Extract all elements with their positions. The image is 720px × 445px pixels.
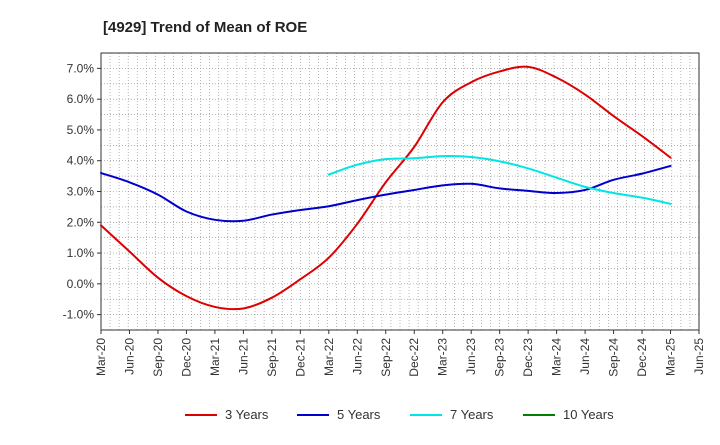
x-tick-label: Dec-23 [521,338,535,377]
x-tick-label: Sep-22 [379,338,393,377]
series-line-1 [100,65,672,311]
legend-label: 10 Years [563,407,614,422]
grid-layer [101,53,699,330]
legend: 3 Years 5 Years 7 Years 10 Years [185,407,614,422]
legend-label: 5 Years [337,407,381,422]
x-tick-label: Jun-22 [350,338,364,375]
x-tick-label: Mar-25 [664,338,678,376]
x-tick-label: Sep-20 [151,338,165,377]
x-tick-label: Mar-20 [94,338,108,376]
y-tick-label: 6.0% [67,92,95,106]
y-tick-label: 2.0% [67,215,95,229]
x-tick-label: Jun-23 [464,338,478,375]
y-tick-label: -1.0% [63,308,95,322]
x-tick-label: Jun-25 [692,338,706,375]
series-layer [100,65,672,311]
x-tick-label: Sep-23 [493,338,507,377]
y-tick-label: 0.0% [67,277,95,291]
series-line-3 [327,155,672,205]
x-tick-label: Dec-20 [179,338,193,377]
y-tick-label: 1.0% [67,246,95,260]
x-tick-label: Dec-22 [407,338,421,377]
chart-title: [4929] Trend of Mean of ROE [103,19,307,36]
x-tick-label: Mar-21 [208,338,222,376]
y-tick-label: 7.0% [67,61,95,75]
x-tick-label: Jun-20 [122,338,136,375]
axis-layer: -1.0% 0.0% 1.0% 2.0% 3.0% 4.0% 5.0% 6.0% 7.0% Mar… [63,52,706,377]
y-tick-label: 4.0% [67,154,95,168]
x-tick-label: Dec-21 [293,338,307,377]
x-tick-label: Mar-22 [322,338,336,376]
legend-label: 7 Years [450,407,494,422]
y-tick-label: 3.0% [67,185,95,199]
x-tick-label: Sep-21 [265,338,279,377]
x-tick-label: Jun-21 [236,338,250,375]
x-tick-label: Jun-24 [578,338,592,375]
y-tick-label: 5.0% [67,123,95,137]
x-tick-label: Sep-24 [607,338,621,377]
series-line-2 [100,164,672,223]
legend-label: 3 Years [225,407,269,422]
x-tick-label: Mar-23 [436,338,450,376]
x-tick-label: Mar-24 [550,338,564,376]
x-tick-label: Dec-24 [635,338,649,377]
